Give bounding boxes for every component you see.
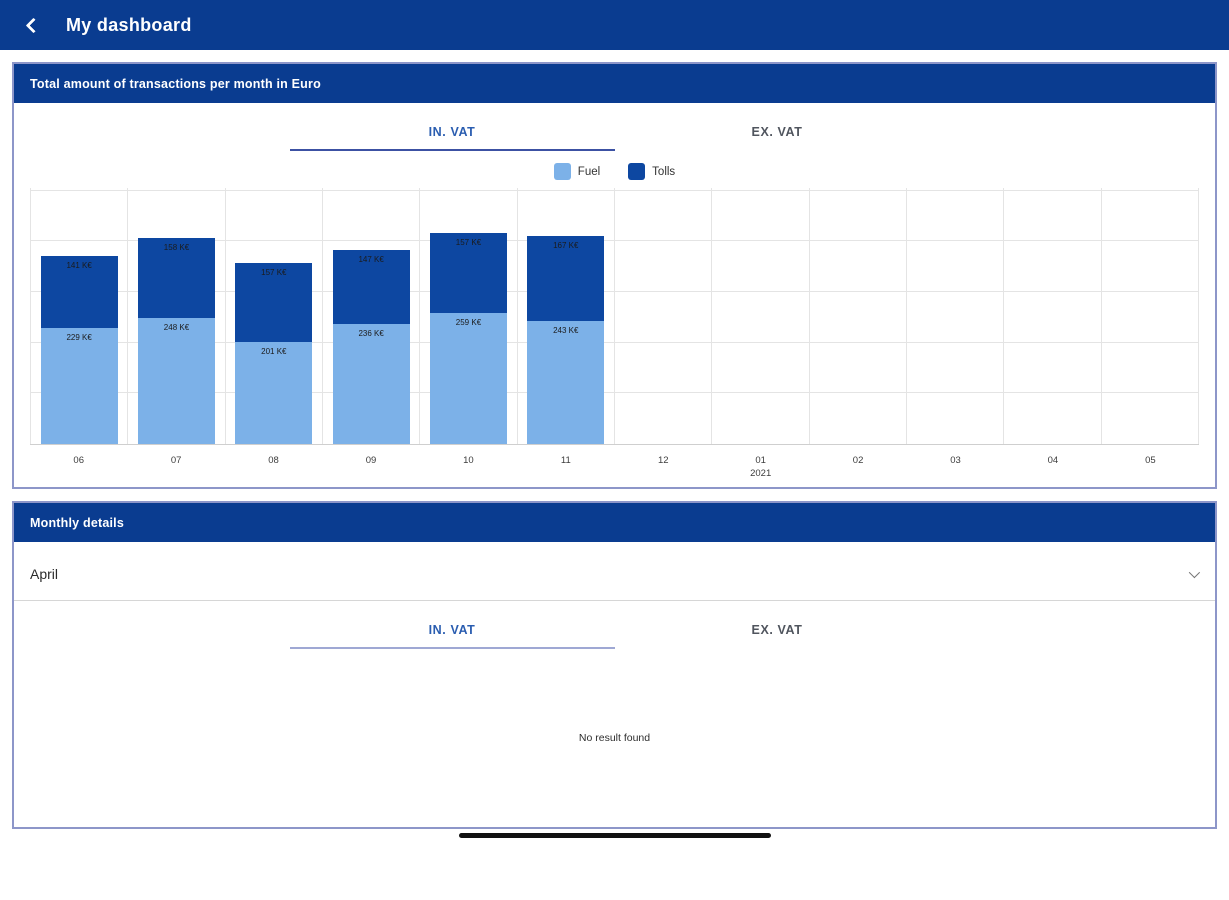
x-axis-label-03: 03 <box>950 455 961 466</box>
legend-tolls-label: Tolls <box>652 165 676 178</box>
legend-item-fuel: Fuel <box>553 163 601 180</box>
empty-state: No result found <box>14 649 1215 827</box>
fuel-bar-value: 243 K€ <box>553 325 579 335</box>
fuel-bar-10: 259 K€ <box>429 312 507 444</box>
empty-state-message: No result found <box>578 731 651 744</box>
tolls-bar-06: 141 K€ <box>40 256 118 328</box>
tolls-bar-08: 157 K€ <box>235 262 313 343</box>
x-axis-label-11: 11 <box>560 455 571 466</box>
x-axis-label-12: 12 <box>657 455 669 466</box>
tolls-bar-11: 167 K€ <box>527 236 605 321</box>
chart-column-08: 201 K€ 157 K€ <box>224 188 322 444</box>
chart-column-06: 229 K€ 141 K€ <box>30 188 127 444</box>
back-button[interactable] <box>18 10 48 40</box>
gesture-handle-bar[interactable] <box>458 832 771 838</box>
x-axis-label-05: 05 <box>1145 455 1156 466</box>
chart-vat-tabs: IN. VAT EX. VAT <box>289 113 940 151</box>
chart-column-10: 259 K€ 157 K€ <box>419 188 516 444</box>
tolls-bar-09: 147 K€ <box>332 249 410 325</box>
tolls-swatch-icon <box>628 163 646 180</box>
x-axis-label-09: 09 <box>365 455 377 466</box>
chart-legend: Fuel Tolls <box>14 163 1215 180</box>
x-axis-label-02: 02 <box>852 455 864 466</box>
x-axis-label-01: 01 2021 <box>712 455 809 481</box>
fuel-bar-value: 236 K€ <box>358 329 384 339</box>
app-bar: My dashboard <box>0 0 1229 50</box>
x-axis-label-08: 08 <box>268 455 279 466</box>
tolls-bar-value: 167 K€ <box>553 241 579 251</box>
chart-tab-ex-vat-label: EX. VAT <box>751 125 803 139</box>
chevron-left-icon <box>25 17 41 33</box>
stacked-bar-chart: 229 K€ 141 K€ 248 K€ 158 K€ 201 K€ 157 K€ 236 … <box>30 188 1199 445</box>
fuel-bar-value: 229 K€ <box>66 332 92 342</box>
fuel-bar-09: 236 K€ <box>332 324 410 444</box>
x-axis-labels: 06 07 08 09 10 11 12 01 2021 02 03 04 05 <box>30 445 1199 481</box>
tolls-bar-value: 157 K€ <box>455 238 482 248</box>
chart-column-07: 248 K€ 158 K€ <box>127 188 224 444</box>
x-axis-year-label: 2021 <box>750 467 772 479</box>
fuel-bar-value: 248 K€ <box>163 323 190 333</box>
tolls-bar-value: 147 K€ <box>358 254 384 264</box>
legend-item-tolls: Tolls <box>628 163 675 180</box>
chart-tab-ex-vat[interactable]: EX. VAT <box>615 113 940 151</box>
fuel-bar-07: 248 K€ <box>137 318 216 444</box>
x-axis-label-06: 06 <box>73 455 84 466</box>
details-tab-in-vat[interactable]: IN. VAT <box>289 611 615 649</box>
legend-fuel-label: Fuel <box>577 165 601 178</box>
active-tab-underline <box>289 646 615 649</box>
chart-column-04 <box>1003 188 1100 444</box>
page-title: My dashboard <box>66 14 192 35</box>
fuel-bar-08: 201 K€ <box>235 342 313 444</box>
chart-tab-in-vat[interactable]: IN. VAT <box>289 113 615 151</box>
fuel-bar-value: 201 K€ <box>261 347 287 357</box>
chart-column-02 <box>808 188 906 444</box>
tolls-bar-07: 158 K€ <box>137 238 216 319</box>
tolls-bar-10: 157 K€ <box>429 233 507 313</box>
x-axis-label-10: 10 <box>463 455 474 466</box>
chart-column-11: 243 K€ 167 K€ <box>516 188 614 444</box>
chart-column-09: 236 K€ 147 K€ <box>321 188 419 444</box>
chart-column-01 <box>711 188 808 444</box>
fuel-swatch-icon <box>553 163 571 180</box>
details-tab-ex-vat-label: EX. VAT <box>751 622 803 637</box>
details-vat-tabs: IN. VAT EX. VAT <box>289 611 940 649</box>
tolls-bar-value: 157 K€ <box>261 267 287 277</box>
month-select-value: April <box>30 565 59 582</box>
details-tab-ex-vat[interactable]: EX. VAT <box>615 611 940 649</box>
chart-tab-in-vat-label: IN. VAT <box>428 125 476 139</box>
chart-area: 229 K€ 141 K€ 248 K€ 158 K€ 201 K€ 157 K€ 236 … <box>14 188 1215 487</box>
x-axis-label-04: 04 <box>1047 455 1059 466</box>
monthly-details-card: Monthly details April IN. VAT EX. VAT No… <box>12 500 1217 829</box>
monthly-details-header: Monthly details <box>14 502 1215 542</box>
fuel-bar-value: 259 K€ <box>455 317 482 327</box>
chart-column-03 <box>905 188 1003 444</box>
month-select[interactable]: April <box>14 542 1215 601</box>
chart-column-12 <box>613 188 711 444</box>
transactions-chart-card: Total amount of transactions per month i… <box>12 62 1217 489</box>
chevron-down-icon <box>1188 566 1201 578</box>
tolls-bar-value: 141 K€ <box>66 261 92 271</box>
active-tab-underline <box>289 149 615 151</box>
chart-card-header: Total amount of transactions per month i… <box>14 64 1215 103</box>
fuel-bar-06: 229 K€ <box>40 327 118 444</box>
tolls-bar-value: 158 K€ <box>163 243 190 253</box>
chart-column-05 <box>1100 188 1199 444</box>
x-axis-label-07: 07 <box>170 455 182 466</box>
fuel-bar-11: 243 K€ <box>527 320 605 444</box>
details-tab-in-vat-label: IN. VAT <box>428 622 476 637</box>
